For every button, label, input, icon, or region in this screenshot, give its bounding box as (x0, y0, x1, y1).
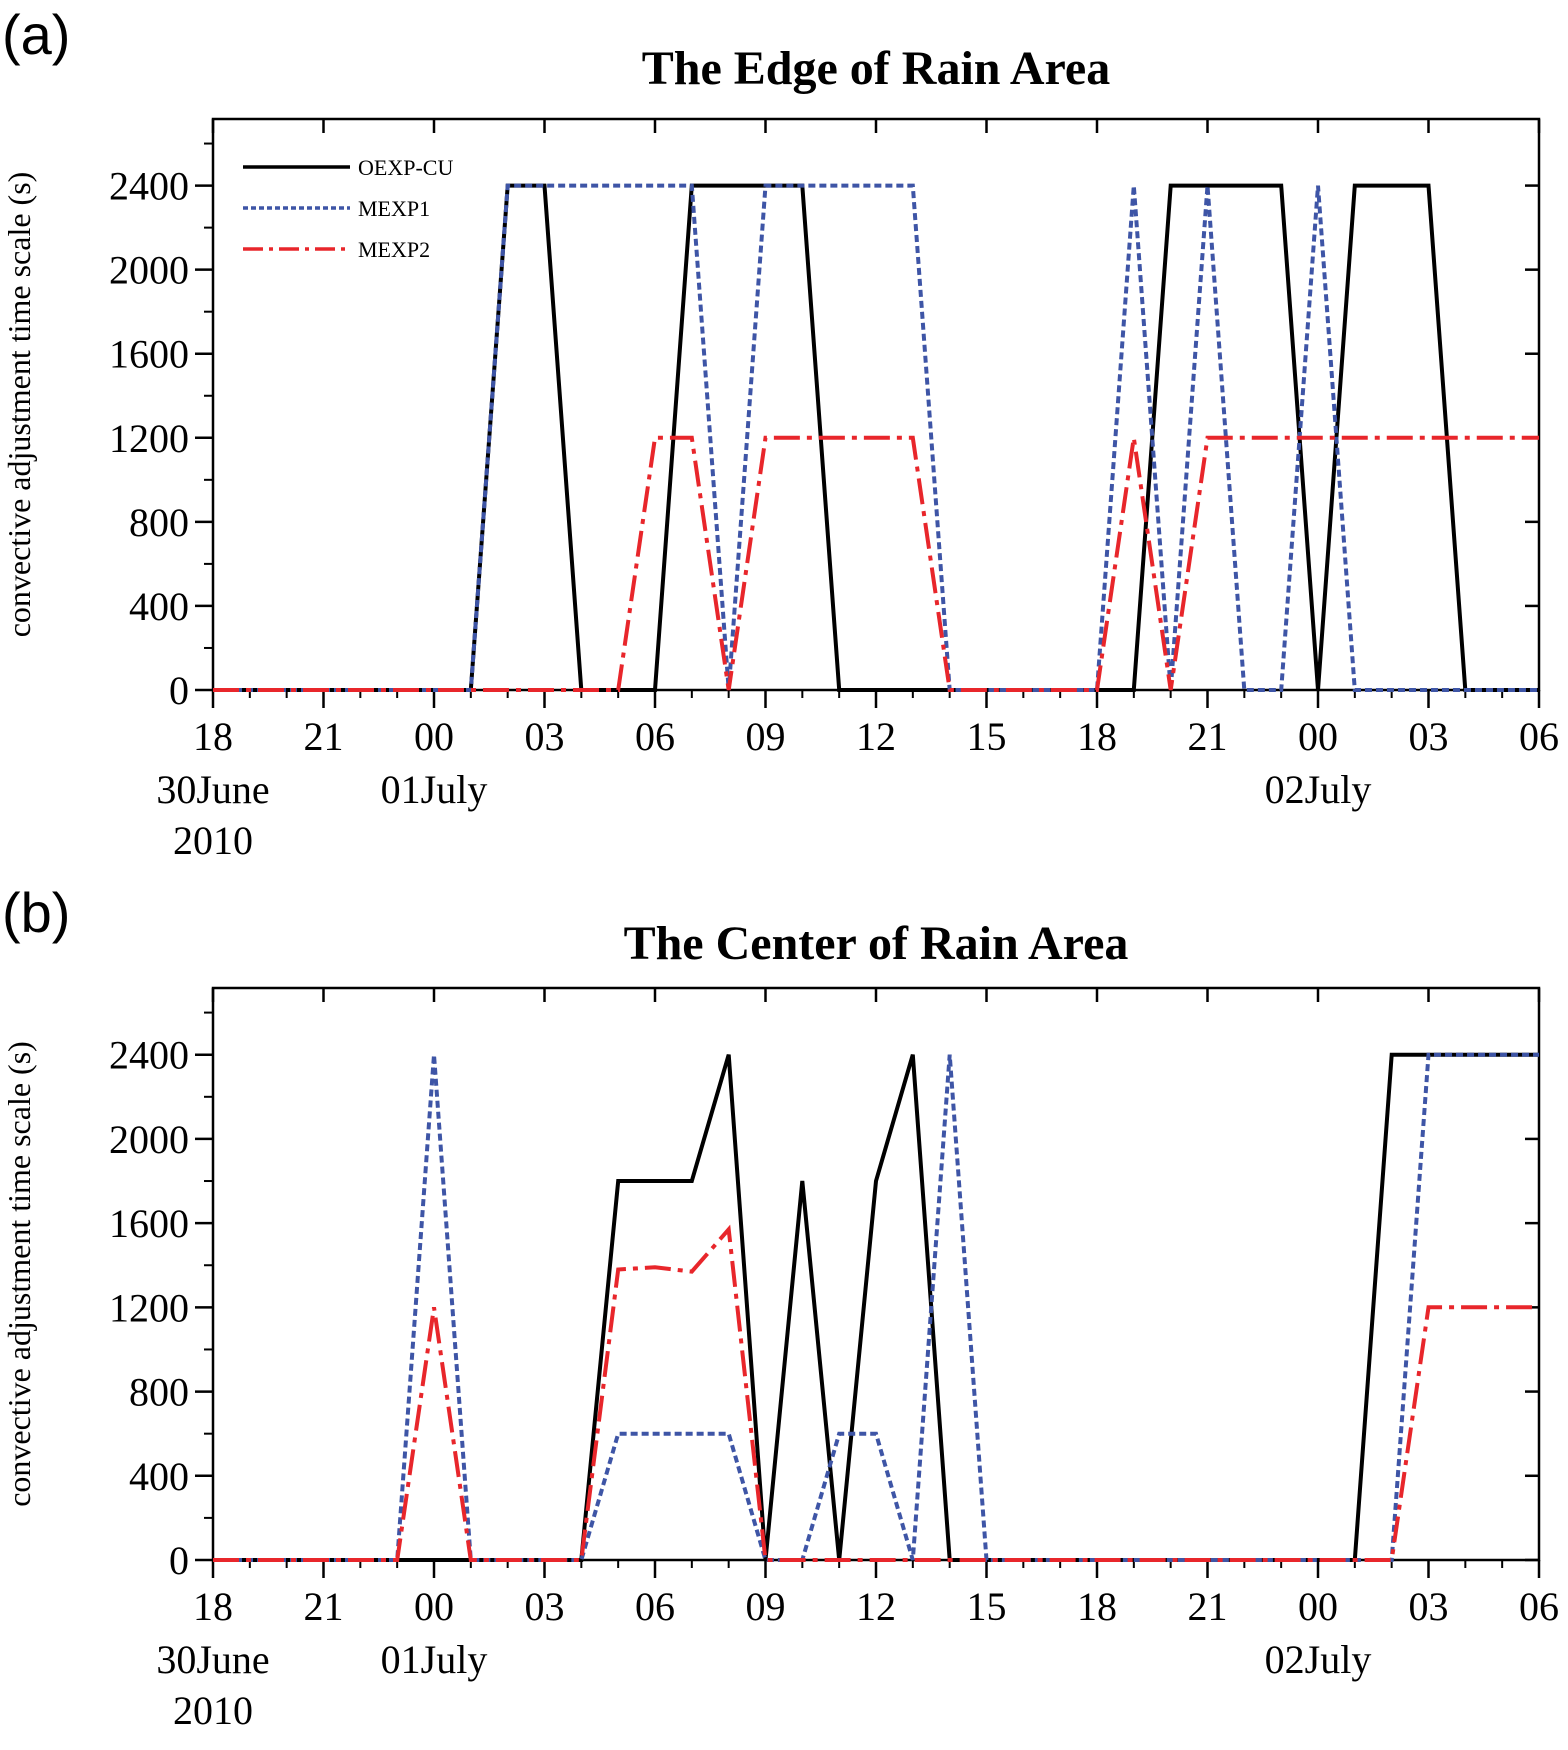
y-tick-label: 800 (129, 1370, 189, 1415)
x-tick-label: 21 (304, 1584, 344, 1629)
y-tick-label: 0 (169, 668, 189, 713)
y-tick-label: 800 (129, 500, 189, 545)
series-line-mexp1 (213, 1052, 1539, 1562)
x-tick-label: 03 (525, 714, 565, 759)
y-tick-label: 1200 (109, 416, 189, 461)
x-tick-label: 15 (967, 1584, 1007, 1629)
x-date-label: 2010 (173, 818, 253, 863)
x-tick-label: 09 (746, 1584, 786, 1629)
y-tick-label: 0 (169, 1538, 189, 1583)
x-date-label: 01July (381, 1637, 488, 1682)
y-tick-label: 2400 (109, 1033, 189, 1078)
x-tick-label: 06 (635, 1584, 675, 1629)
x-tick-label: 06 (1519, 714, 1559, 759)
x-tick-label: 00 (414, 714, 454, 759)
x-tick-label: 03 (1409, 1584, 1449, 1629)
chart-panel-b: (b) The Center of Rain Area04008001200160… (1, 881, 1559, 1733)
x-date-label: 02July (1265, 1637, 1372, 1682)
x-date-label: 30June (156, 767, 269, 812)
x-tick-label: 18 (1077, 714, 1117, 759)
x-date-label: 2010 (173, 1688, 253, 1733)
x-date-label: 01July (381, 767, 488, 812)
chart-panel-a: (a)The Edge of Rain Area0400800120016002… (1, 3, 1559, 863)
series-line-mexp2 (213, 1224, 1539, 1562)
x-date-label: 30June (156, 1637, 269, 1682)
y-tick-label: 400 (129, 1454, 189, 1499)
x-tick-label: 18 (1077, 1584, 1117, 1629)
y-axis-label: convective adjustment time scale (s) (1, 172, 37, 638)
x-tick-label: 21 (304, 714, 344, 759)
y-axis-label: convective adjustment time scale (s) (1, 1041, 37, 1507)
legend-label: OEXP-CU (358, 155, 453, 180)
x-tick-label: 18 (193, 714, 233, 759)
series-line-oexp-cu (213, 1052, 1539, 1562)
x-tick-label: 12 (856, 714, 896, 759)
x-tick-label: 00 (1298, 1584, 1338, 1629)
y-tick-label: 2400 (109, 164, 189, 209)
x-tick-label: 15 (967, 714, 1007, 759)
x-tick-label: 06 (635, 714, 675, 759)
x-tick-label: 09 (746, 714, 786, 759)
panel-label: (b) (2, 881, 70, 944)
x-tick-label: 18 (193, 1584, 233, 1629)
y-tick-label: 2000 (109, 1117, 189, 1162)
x-tick-label: 00 (1298, 714, 1338, 759)
x-tick-label: 03 (525, 1584, 565, 1629)
y-tick-label: 1200 (109, 1285, 189, 1330)
x-tick-label: 21 (1188, 714, 1228, 759)
x-tick-label: 12 (856, 1584, 896, 1629)
x-tick-label: 21 (1188, 1584, 1228, 1629)
legend-label: MEXP1 (358, 196, 430, 221)
plot-frame (211, 986, 1541, 1562)
chart-title: The Edge of Rain Area (642, 42, 1110, 95)
x-tick-label: 00 (414, 1584, 454, 1629)
x-tick-label: 06 (1519, 1584, 1559, 1629)
y-tick-label: 1600 (109, 1201, 189, 1246)
legend-label: MEXP2 (358, 237, 430, 262)
x-tick-label: 03 (1409, 714, 1449, 759)
y-tick-label: 400 (129, 584, 189, 629)
y-tick-label: 1600 (109, 332, 189, 377)
panel-label: (a) (2, 3, 70, 66)
chart-title: The Center of Rain Area (624, 917, 1129, 970)
x-date-label: 02July (1265, 767, 1372, 812)
y-tick-label: 2000 (109, 248, 189, 293)
